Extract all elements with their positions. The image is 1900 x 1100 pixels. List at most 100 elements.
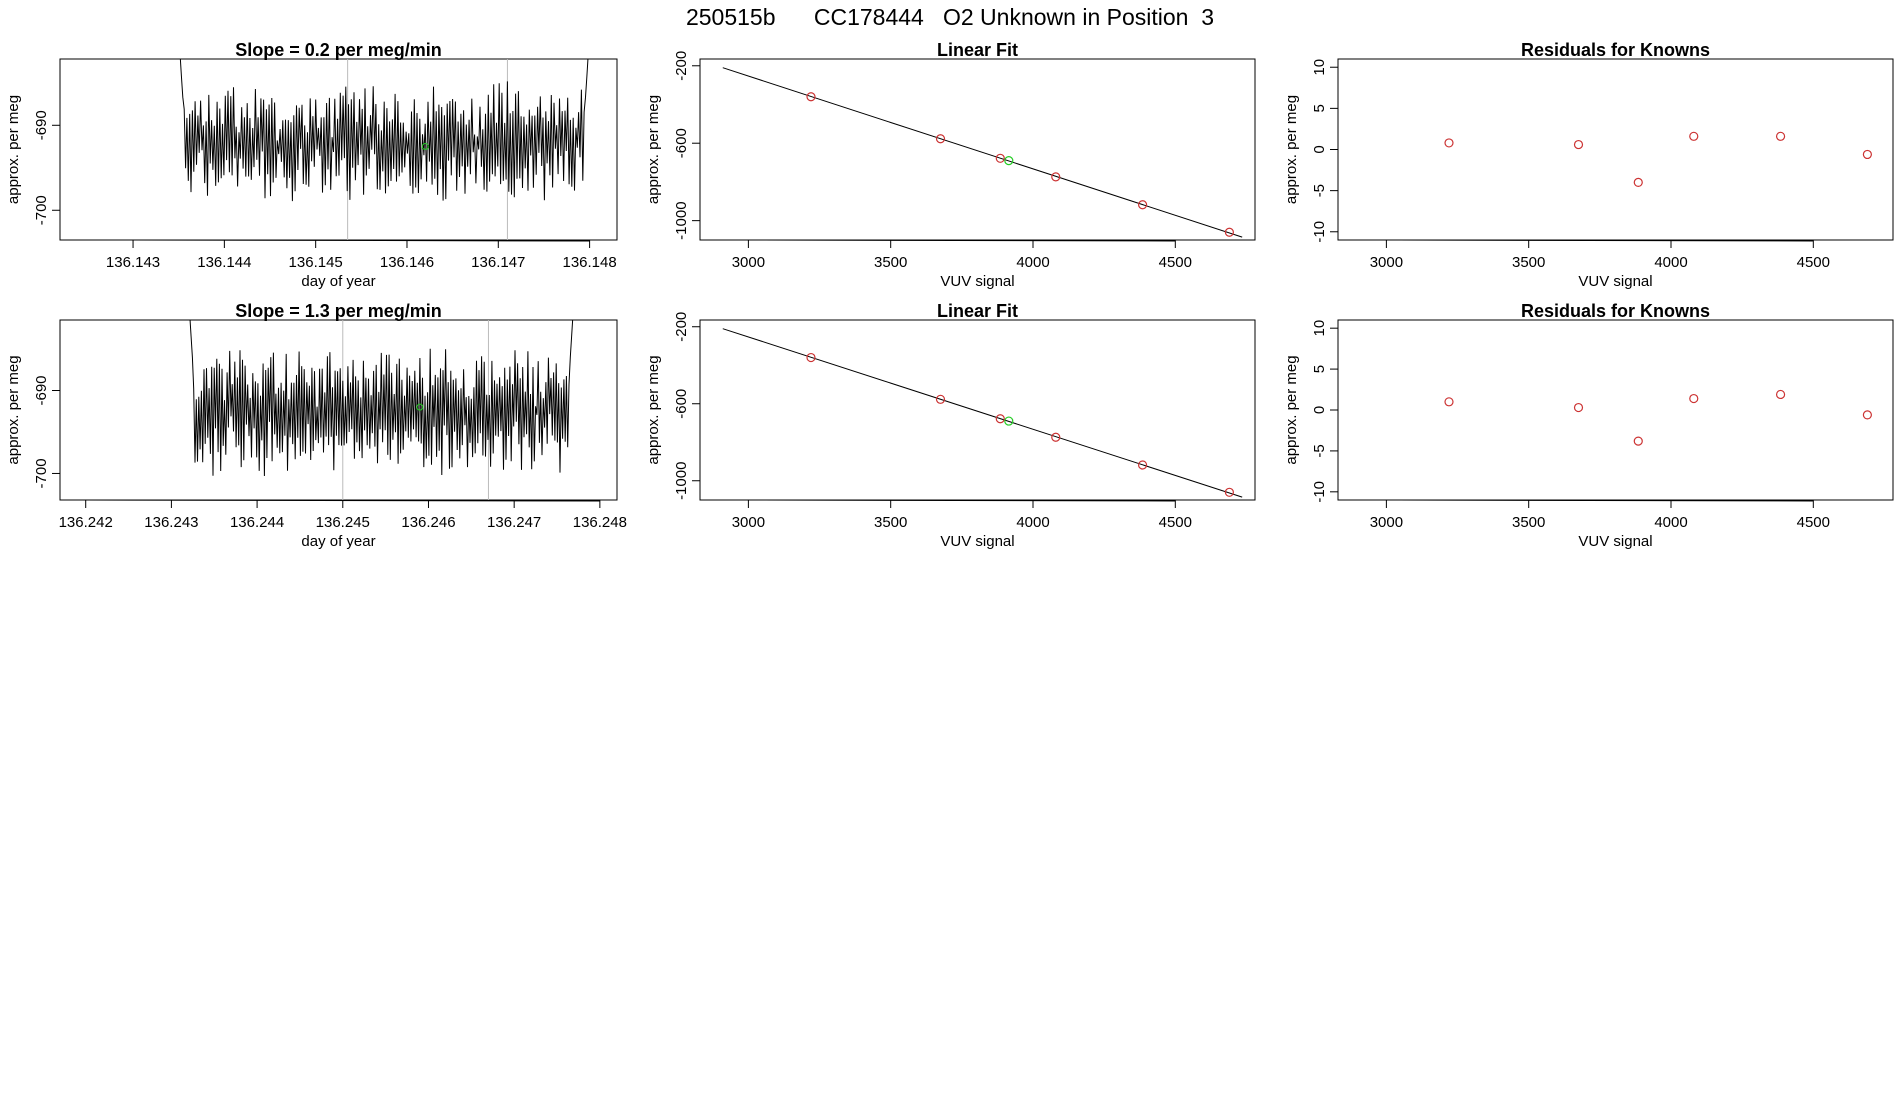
known-point — [1573, 402, 1584, 413]
x-tick-label: 136.145 — [289, 254, 343, 271]
plot-frame — [1337, 58, 1894, 241]
known-point — [935, 394, 946, 404]
x-axis-line — [133, 239, 590, 242]
chart-panel-1: Slope = 0.2 per meg/min 136.143 136.144 136… — [5, 40, 618, 290]
plot-frame — [1337, 319, 1894, 501]
known-point — [806, 92, 816, 102]
x-axis-label: VUV signal — [940, 533, 1014, 550]
chart-title: Residuals for Knowns — [1521, 301, 1710, 321]
fit-line — [722, 67, 1243, 238]
fit-line — [722, 328, 1243, 498]
y-axis-label: approx. per meg — [5, 355, 22, 464]
y-tick-label: -690 — [33, 110, 50, 140]
x-tick-label: 3500 — [874, 254, 907, 271]
series-line — [189, 320, 574, 477]
chart-title: Slope = 0.2 per meg/min — [235, 40, 442, 60]
x-tick-label: 136.146 — [380, 254, 434, 271]
x-tick-label: 4000 — [1016, 254, 1049, 271]
chart-title: Linear Fit — [937, 301, 1018, 321]
plot-frame — [699, 319, 1256, 501]
x-tick-label: 136.242 — [59, 514, 113, 531]
unknown-point — [416, 403, 424, 411]
y-tick-label: -600 — [673, 389, 690, 419]
y-tick-label: -1000 — [673, 201, 690, 239]
known-point — [1862, 410, 1872, 420]
chart-panel-6: Residuals for Knowns 3000 3500 4000 4500 VUV … — [1283, 301, 1894, 550]
y-tick-label: -10 — [1311, 481, 1328, 503]
plot-data — [1444, 131, 1872, 188]
y-tick-label: 10 — [1311, 320, 1328, 337]
x-tick-label: 3500 — [1512, 514, 1545, 531]
x-tick-label: 4500 — [1159, 254, 1192, 271]
unknown-point — [421, 143, 429, 151]
known-point — [1862, 149, 1872, 160]
y-tick-label: -700 — [33, 195, 50, 225]
known-point — [1051, 172, 1061, 182]
y-axis-label: approx. per meg — [1283, 95, 1300, 204]
known-point — [806, 352, 816, 363]
known-point — [1573, 139, 1584, 150]
x-tick-label: 136.143 — [106, 254, 160, 271]
y-tick-label: -1000 — [673, 462, 690, 500]
x-axis-line — [748, 499, 1176, 502]
y-tick-label: -5 — [1311, 444, 1328, 457]
chart-title: Residuals for Knowns — [1521, 40, 1710, 60]
known-point — [1137, 460, 1148, 470]
known-point — [1689, 131, 1699, 141]
x-tick-label: 4500 — [1159, 514, 1192, 531]
known-point — [1775, 389, 1786, 400]
x-axis-label: VUV signal — [940, 273, 1014, 290]
x-axis-line — [1386, 239, 1814, 242]
y-tick-label: 5 — [1311, 365, 1328, 373]
y-tick-label: -690 — [33, 375, 50, 405]
x-tick-label: 136.246 — [401, 514, 455, 531]
x-tick-label: 3000 — [732, 254, 765, 271]
x-tick-label: 136.245 — [316, 514, 370, 531]
plot-data — [179, 59, 589, 240]
plot-data — [189, 320, 574, 500]
known-point — [1224, 227, 1234, 237]
known-point — [1689, 393, 1699, 404]
x-tick-label: 4500 — [1797, 514, 1830, 531]
x-tick-label: 136.248 — [573, 514, 627, 531]
x-axis-label: day of year — [301, 273, 375, 290]
x-axis-line — [1386, 499, 1814, 502]
figure-title: 250515b CC178444 O2 Unknown in Position … — [685, 4, 1215, 30]
known-point — [1051, 432, 1061, 442]
x-tick-label: 136.247 — [487, 514, 541, 531]
y-axis-label: approx. per meg — [1283, 355, 1300, 464]
x-tick-label: 3500 — [1512, 254, 1545, 271]
y-tick-label: 10 — [1311, 59, 1328, 76]
x-axis-label: VUV signal — [1578, 273, 1652, 290]
known-point — [1633, 436, 1643, 446]
y-tick-label: -700 — [33, 458, 50, 488]
y-tick-label: -200 — [673, 51, 690, 81]
x-tick-label: 3500 — [874, 514, 907, 531]
y-tick-label: 0 — [1311, 145, 1328, 153]
x-tick-label: 136.147 — [471, 254, 525, 271]
y-tick-label: -10 — [1311, 221, 1328, 243]
x-tick-label: 3000 — [1370, 254, 1403, 271]
plot-data — [722, 328, 1243, 498]
x-axis-label: VUV signal — [1578, 533, 1652, 550]
known-point — [1444, 397, 1454, 407]
known-point — [1137, 200, 1148, 210]
x-tick-label: 4000 — [1654, 254, 1687, 271]
known-point — [935, 134, 946, 144]
x-tick-label: 136.243 — [144, 514, 198, 531]
known-point — [1444, 138, 1454, 148]
x-axis-line — [748, 239, 1176, 242]
known-point — [1633, 177, 1643, 188]
chart-panel-4: Slope = 1.3 per meg/min 136.242 136.243 136… — [5, 301, 627, 550]
x-tick-label: 4000 — [1654, 514, 1687, 531]
x-tick-label: 4000 — [1016, 514, 1049, 531]
known-point — [995, 414, 1005, 424]
unknown-point — [1004, 156, 1014, 166]
chart-panel-5: Linear Fit 3000 3500 4000 4500 VUV signal -200… — [645, 301, 1256, 550]
unknown-point — [1004, 416, 1014, 426]
y-tick-label: -5 — [1311, 184, 1328, 197]
x-tick-label: 3000 — [732, 514, 765, 531]
y-axis-label: approx. per meg — [5, 95, 22, 204]
y-axis-label: approx. per meg — [645, 355, 662, 464]
